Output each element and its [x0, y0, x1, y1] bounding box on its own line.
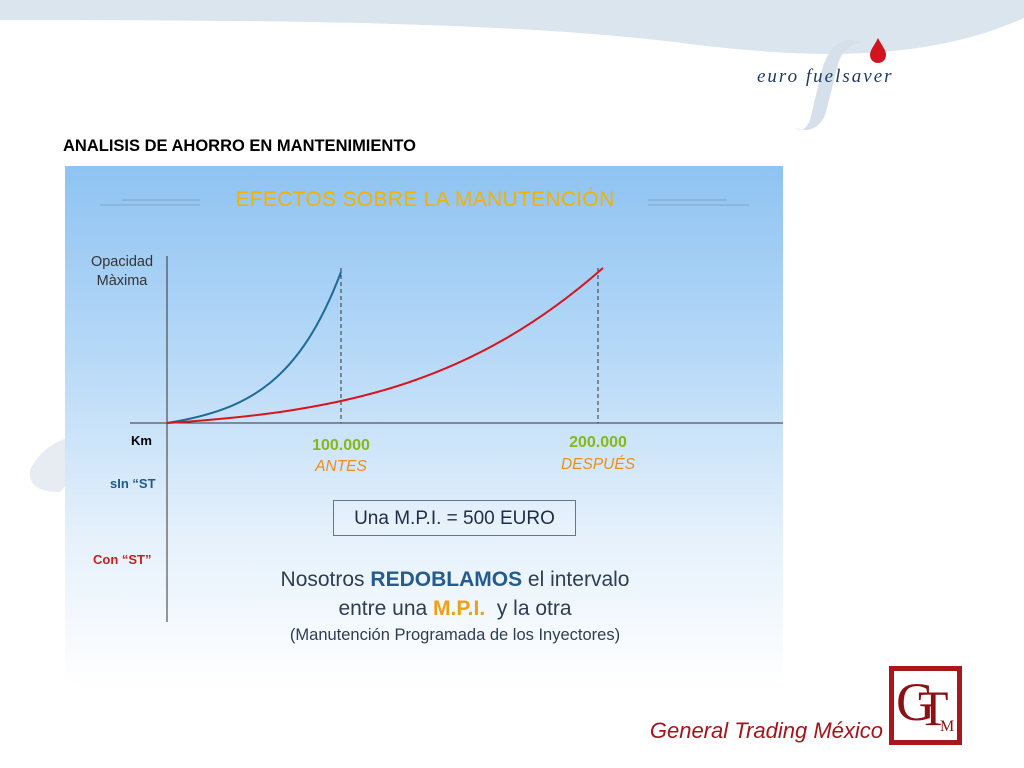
diagram-title: EFECTOS SOBRE LA MANUTENCIÓN [235, 188, 615, 211]
logo-f-stroke [796, 39, 862, 131]
y-axis-label: Opacidad Màxima [80, 253, 164, 291]
mpi-cost-box: Una M.P.I. = 500 EURO [333, 500, 576, 536]
gtm-logo: G T M [889, 666, 962, 745]
fuel-drop-icon [870, 38, 886, 63]
summary-text: Nosotros REDOBLAMOS el intervalo entre u… [205, 565, 705, 647]
y-axis-label-line2: Màxima [96, 273, 148, 289]
top-swoosh [0, 0, 1024, 54]
sin-st-curve [166, 271, 342, 424]
gtm-logo-inner: G T M [894, 671, 957, 740]
tick-100000-value: 100.000 [312, 437, 370, 454]
summary-line2-emphasis: M.P.I. [433, 597, 486, 620]
gtm-logo-g: G [896, 672, 935, 732]
gtm-logo-t: T [918, 680, 949, 736]
summary-line1: Nosotros REDOBLAMOS el intervalo [205, 565, 705, 594]
row-label-km: Km [131, 433, 152, 448]
summary-line1-post: el intervalo [522, 568, 630, 591]
row-label-con-st: Con “ST” [93, 552, 152, 567]
diagram-panel [65, 166, 783, 686]
y-axis-label-line1: Opacidad [90, 254, 154, 270]
row-label-sin-st: sIn “ST [110, 476, 156, 491]
company-name: General Trading México [649, 718, 883, 743]
summary-line2-pre: entre una [338, 597, 434, 620]
tick-200000-value: 200.000 [569, 434, 627, 451]
summary-line2: entre una M.P.I. y la otra [205, 594, 705, 623]
tick-100000-label: ANTES [315, 458, 367, 475]
summary-line1-emphasis: REDOBLAMOS [370, 568, 523, 591]
con-st-curve [166, 267, 604, 424]
title-rules [100, 199, 749, 206]
summary-line2-post: y la otra [485, 597, 572, 620]
page-title: ANALISIS DE AHORRO EN MANTENIMIENTO [63, 137, 416, 155]
summary-line1-pre: Nosotros [280, 568, 371, 591]
summary-line3: (Manutención Programada de los Inyectore… [289, 626, 621, 644]
gtm-logo-m: M [940, 718, 955, 735]
tick-200000-label: DESPUÉS [560, 456, 636, 473]
logo-text: euro fuelsaver [757, 66, 894, 87]
